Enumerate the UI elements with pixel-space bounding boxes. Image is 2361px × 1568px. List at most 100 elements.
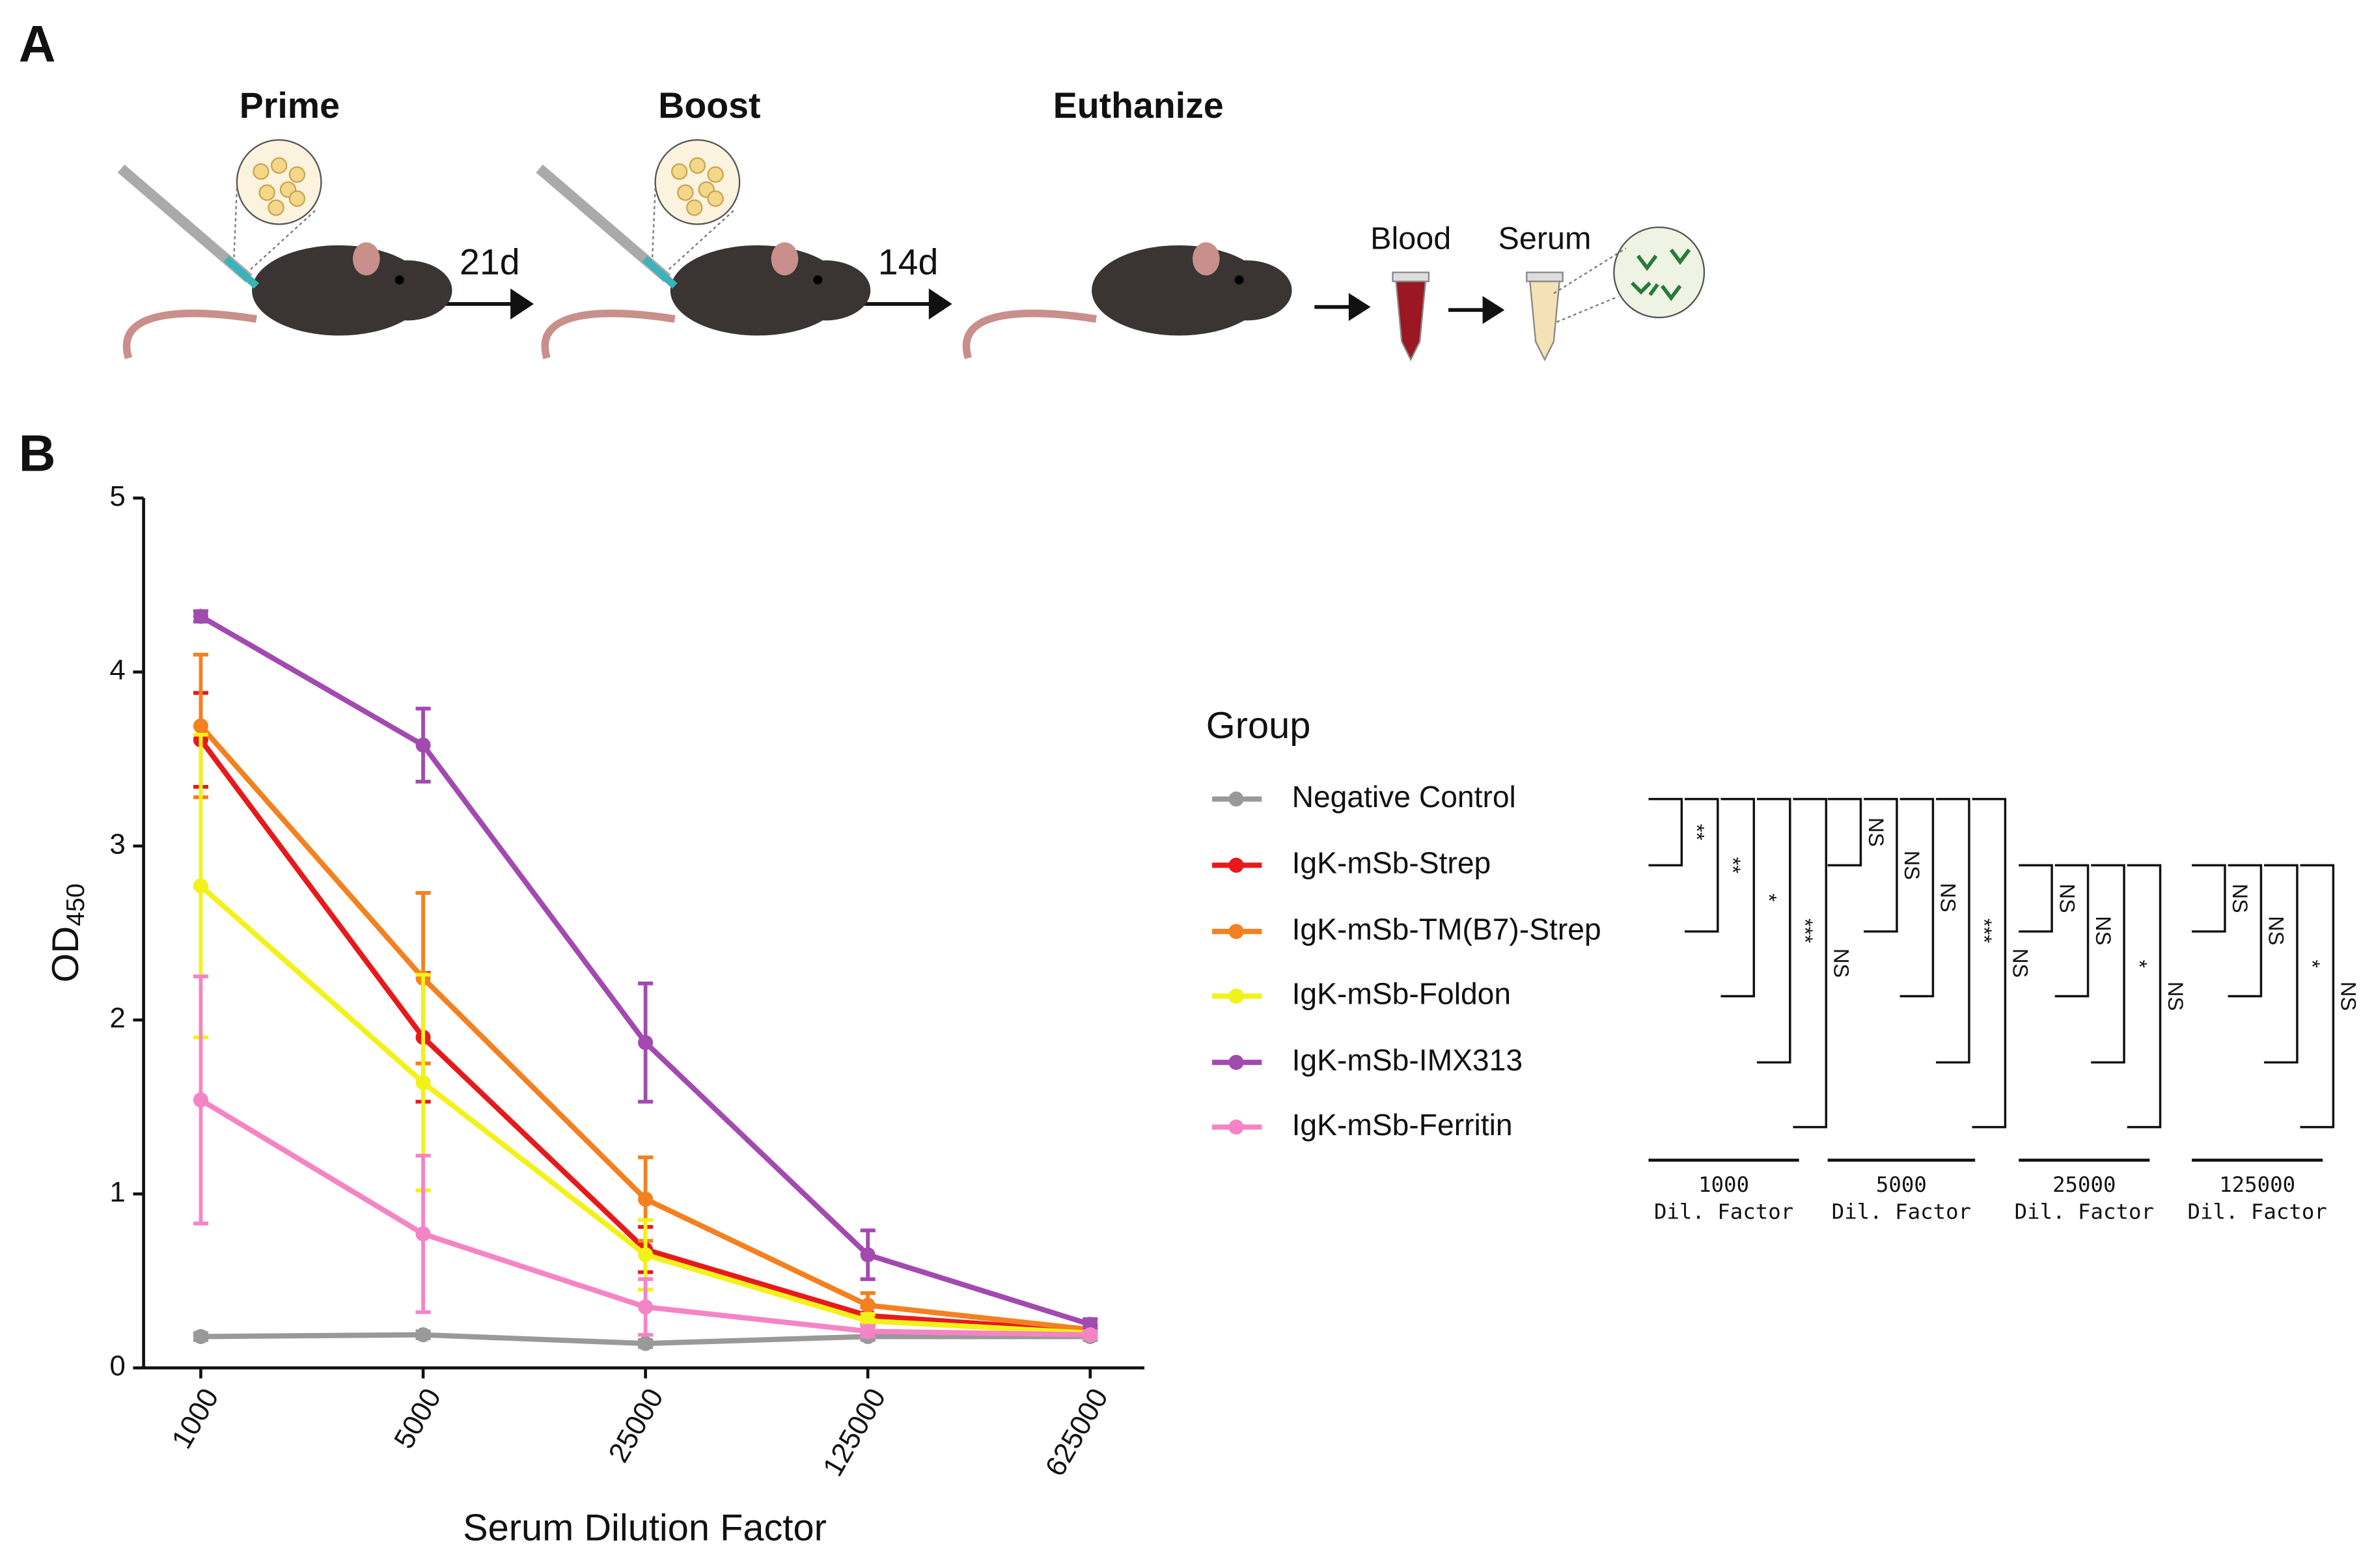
significance-label: **: [1721, 857, 1745, 874]
bracket: [2228, 864, 2263, 998]
x-tick-label: 625000: [1039, 1383, 1114, 1481]
tubes: [1392, 226, 1705, 362]
significance-label: NS: [2228, 884, 2252, 913]
particle: [270, 157, 288, 174]
point: [638, 1191, 654, 1207]
bracket: [1864, 797, 1898, 933]
point: [1083, 1327, 1098, 1343]
point: [193, 609, 209, 624]
sample-label: Serum: [1498, 221, 1592, 256]
bracket: [2192, 864, 2226, 933]
legend-dot: [1228, 791, 1244, 807]
group-label: Dil. Factor: [2015, 1199, 2154, 1224]
group-label: Dil. Factor: [2188, 1199, 2327, 1224]
bracket: [2054, 864, 2090, 998]
x-axis-title: Serum Dilution Factor: [463, 1507, 827, 1548]
point: [860, 1247, 876, 1263]
syringe-needle: [642, 256, 678, 289]
significance-label: NS: [1900, 851, 1924, 880]
bracket: [1756, 797, 1791, 1064]
y-tick-label: 0: [109, 1350, 125, 1382]
point: [415, 1327, 431, 1343]
particle: [686, 199, 703, 216]
significance-label: NS: [2009, 948, 2032, 978]
mouse-drawings: [117, 139, 1292, 359]
bracket: [2019, 864, 2053, 933]
mouse-tail: [122, 309, 257, 359]
point: [193, 1328, 209, 1344]
legend-title: Group: [1206, 705, 1311, 747]
particle: [677, 184, 694, 201]
group-label: Dil. Factor: [1654, 1199, 1793, 1224]
mouse-head: [361, 260, 452, 321]
bracket: [2091, 864, 2125, 1064]
bracket: [2300, 864, 2335, 1129]
point: [415, 1075, 431, 1090]
significance-label: *: [1758, 894, 1781, 902]
bracket: [1936, 797, 1970, 1064]
y-tick-label: 5: [109, 480, 125, 512]
point: [415, 737, 431, 753]
group-dilution: 125000: [2219, 1172, 2295, 1197]
bracket: [1720, 797, 1756, 998]
legend-dot: [1228, 988, 1244, 1004]
point: [193, 718, 209, 734]
particle: [670, 163, 688, 180]
particle: [258, 184, 275, 201]
significance-label: NS: [2265, 916, 2288, 945]
mouse-head: [780, 260, 871, 321]
sample-label: Blood: [1370, 221, 1451, 256]
point: [415, 1226, 431, 1242]
bracket: [1684, 797, 1719, 933]
legend-label: IgK-mSb-Strep: [1292, 846, 1491, 880]
legend-dot: [1228, 857, 1244, 873]
group-label: Dil. Factor: [1832, 1199, 1971, 1224]
particle: [253, 163, 269, 180]
significance-label: ***: [1972, 918, 1996, 943]
step-label: Euthanize: [1053, 85, 1224, 126]
legend-dot: [1228, 1054, 1244, 1070]
panel-label: A: [19, 16, 56, 73]
mouse-ear: [771, 242, 799, 276]
step-label: Prime: [240, 85, 340, 126]
y-axis-title: OD450: [45, 883, 90, 982]
particle: [288, 190, 306, 207]
legend-label: IgK-mSb-TM(B7)-Strep: [1292, 912, 1601, 946]
panel-label: B: [19, 425, 56, 482]
point: [638, 1247, 654, 1263]
bracket: [1793, 797, 1828, 1129]
y-axis-title-sub: 450: [61, 883, 90, 926]
legend-label: IgK-mSb-IMX313: [1292, 1043, 1523, 1077]
x-tick-label: 25000: [602, 1383, 669, 1468]
significance-label: NS: [2055, 884, 2078, 913]
mouse-tail: [962, 309, 1097, 359]
y-tick-label: 3: [109, 828, 125, 860]
y-tick-label: 1: [109, 1176, 125, 1208]
particle: [707, 166, 724, 183]
step-label: Boost: [658, 85, 760, 126]
mouse-eye: [813, 275, 823, 284]
significance-label: ***: [1793, 918, 1817, 943]
x-tick-label: 1000: [165, 1383, 225, 1454]
point: [193, 878, 209, 894]
significance-label: *: [2300, 959, 2324, 968]
significance-label: *: [2127, 959, 2151, 968]
x-tick-label: 125000: [817, 1383, 892, 1481]
inset-lines: [233, 187, 316, 271]
syringe-needle: [223, 256, 259, 289]
mouse-ear: [1192, 242, 1220, 276]
significance-label: NS: [2337, 982, 2360, 1011]
particle: [707, 190, 724, 207]
legend-dot: [1228, 1120, 1244, 1135]
legend-label: Negative Control: [1292, 780, 1516, 814]
bracket: [1648, 797, 1683, 867]
bracket: [1899, 797, 1935, 998]
group-dilution: 25000: [2052, 1172, 2116, 1197]
interval-label: 21d: [460, 242, 520, 282]
point: [193, 1092, 209, 1108]
group-dilution: 1000: [1698, 1172, 1749, 1197]
y-tick-label: 4: [109, 654, 125, 686]
significance-label: NS: [1937, 883, 1960, 913]
point: [860, 1323, 876, 1339]
